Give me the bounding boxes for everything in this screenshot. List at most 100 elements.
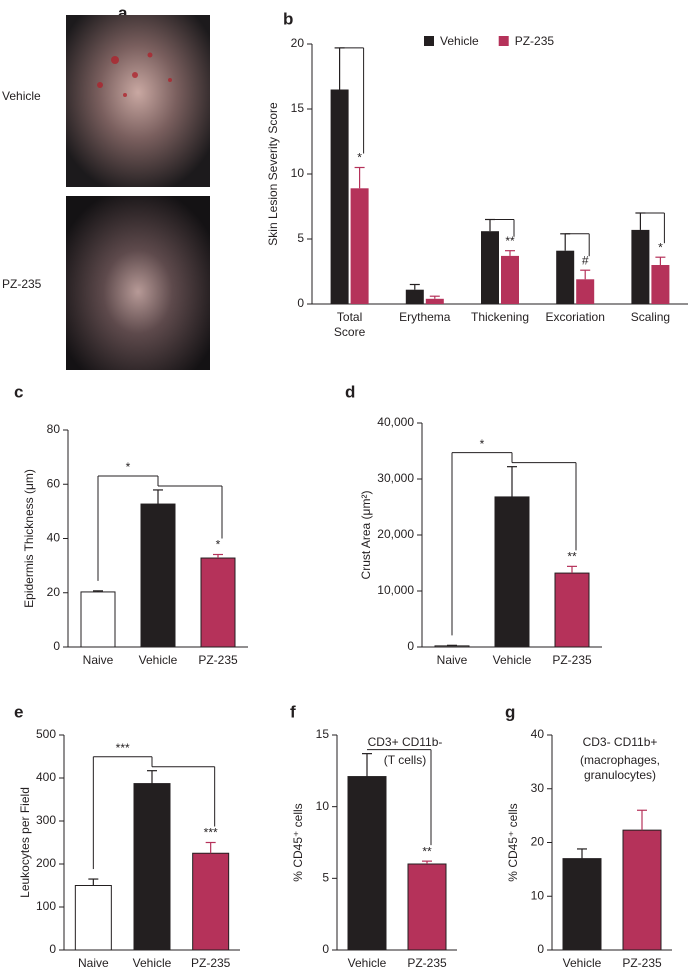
bar bbox=[140, 503, 176, 648]
photo bbox=[66, 15, 210, 187]
x-tick-label: Naive bbox=[83, 653, 114, 667]
y-axis-label: Leukocytes per Field bbox=[18, 787, 32, 898]
photo bbox=[66, 196, 210, 370]
photo-label: Vehicle bbox=[2, 89, 41, 103]
error-bar bbox=[485, 218, 495, 232]
photo-label: PZ-235 bbox=[2, 277, 42, 291]
error-bar bbox=[447, 644, 457, 646]
error-bar bbox=[354, 166, 365, 189]
y-axis-label: Skin Lesion Severity Score bbox=[266, 102, 280, 246]
y-tick-label: 40,000 bbox=[377, 415, 414, 429]
significance-label: # bbox=[582, 253, 589, 267]
y-tick-label: 20 bbox=[47, 585, 61, 599]
y-tick-label: 60 bbox=[47, 476, 61, 490]
bar bbox=[622, 829, 662, 951]
error-bar bbox=[422, 860, 432, 864]
error-bar bbox=[560, 233, 571, 251]
y-tick-label: 40 bbox=[531, 727, 545, 741]
bar bbox=[330, 89, 349, 304]
x-tick-label: Thickening bbox=[471, 310, 529, 324]
error-bar bbox=[637, 809, 647, 831]
y-tick-label: 20,000 bbox=[377, 527, 414, 541]
y-tick-label: 500 bbox=[36, 727, 56, 741]
bar bbox=[434, 645, 470, 648]
x-tick-label: Scaling bbox=[631, 310, 670, 324]
bar bbox=[631, 229, 650, 304]
bar bbox=[501, 255, 519, 304]
x-tick-label: PZ-235 bbox=[552, 653, 592, 667]
error-bar bbox=[362, 753, 372, 777]
y-tick-label: 10 bbox=[531, 888, 545, 902]
y-tick-label: 5 bbox=[322, 871, 329, 885]
legend-swatch bbox=[498, 36, 509, 46]
error-bar bbox=[507, 466, 517, 497]
x-tick-label: Vehicle bbox=[139, 653, 178, 667]
significance-label: ** bbox=[567, 550, 577, 564]
bar bbox=[80, 591, 116, 648]
x-tick-label: Vehicle bbox=[348, 956, 387, 970]
error-bar bbox=[205, 841, 216, 854]
y-tick-label: 30 bbox=[531, 781, 545, 795]
y-tick-label: 20 bbox=[531, 835, 545, 849]
error-bar bbox=[93, 590, 103, 592]
y-tick-label: 80 bbox=[47, 422, 61, 436]
error-bar bbox=[153, 489, 163, 505]
bar bbox=[200, 557, 236, 648]
x-tick-label: PZ-235 bbox=[198, 653, 238, 667]
y-tick-label: 0 bbox=[322, 942, 329, 956]
error-bar bbox=[567, 565, 577, 574]
y-axis-label: Crust Area (μm²) bbox=[359, 491, 373, 580]
legend-label: PZ-235 bbox=[515, 34, 555, 48]
bar bbox=[494, 496, 530, 648]
y-tick-label: 10 bbox=[291, 166, 305, 180]
bar bbox=[556, 250, 575, 304]
panel-letter: e bbox=[14, 702, 23, 721]
significance-label: *** bbox=[116, 741, 130, 755]
bar bbox=[74, 885, 112, 951]
y-axis-label: % CD45⁺ cells bbox=[291, 803, 305, 881]
chart-subtitle: (macrophages, granulocytes) bbox=[580, 753, 660, 782]
significance-label: ** bbox=[505, 234, 515, 248]
bar bbox=[192, 852, 230, 951]
x-tick-label: Erythema bbox=[399, 310, 451, 324]
chart-subtitle: (T cells) bbox=[384, 753, 426, 767]
y-tick-label: 200 bbox=[36, 856, 56, 870]
panel-letter: a bbox=[118, 3, 128, 22]
y-tick-label: 10,000 bbox=[377, 583, 414, 597]
panel-letter: d bbox=[345, 382, 355, 401]
x-tick-label: Vehicle bbox=[563, 956, 602, 970]
bar bbox=[133, 783, 171, 951]
x-tick-label: Total Score bbox=[334, 310, 366, 339]
y-tick-label: 40 bbox=[47, 531, 61, 545]
bar bbox=[651, 265, 670, 304]
x-tick-label: Vehicle bbox=[133, 956, 172, 970]
y-axis-label: % CD45⁺ cells bbox=[506, 803, 520, 881]
error-bar bbox=[505, 250, 515, 256]
y-tick-label: 5 bbox=[297, 231, 304, 245]
bar bbox=[576, 279, 595, 304]
x-tick-label: PZ-235 bbox=[622, 956, 662, 970]
y-tick-label: 15 bbox=[291, 101, 305, 115]
significance-label: ** bbox=[422, 844, 432, 858]
significance-label: * bbox=[126, 460, 131, 474]
y-tick-label: 0 bbox=[297, 296, 304, 310]
error-bar bbox=[213, 553, 223, 559]
y-tick-label: 15 bbox=[316, 727, 330, 741]
y-tick-label: 20 bbox=[291, 36, 305, 50]
y-tick-label: 30,000 bbox=[377, 471, 414, 485]
y-tick-label: 0 bbox=[49, 942, 56, 956]
bar bbox=[407, 863, 447, 951]
chart-title: CD3+ CD11b- bbox=[368, 735, 443, 749]
x-tick-label: PZ-235 bbox=[407, 956, 447, 970]
x-tick-label: Excoriation bbox=[546, 310, 605, 324]
panel-letter: b bbox=[283, 9, 293, 28]
panel-letter: c bbox=[14, 382, 23, 401]
bar bbox=[425, 298, 444, 304]
error-bar bbox=[580, 269, 591, 280]
significance-label: * bbox=[357, 151, 362, 165]
error-bar bbox=[577, 848, 587, 859]
legend-label: Vehicle bbox=[440, 34, 479, 48]
x-tick-label: Naive bbox=[78, 956, 109, 970]
x-tick-label: Naive bbox=[437, 653, 468, 667]
